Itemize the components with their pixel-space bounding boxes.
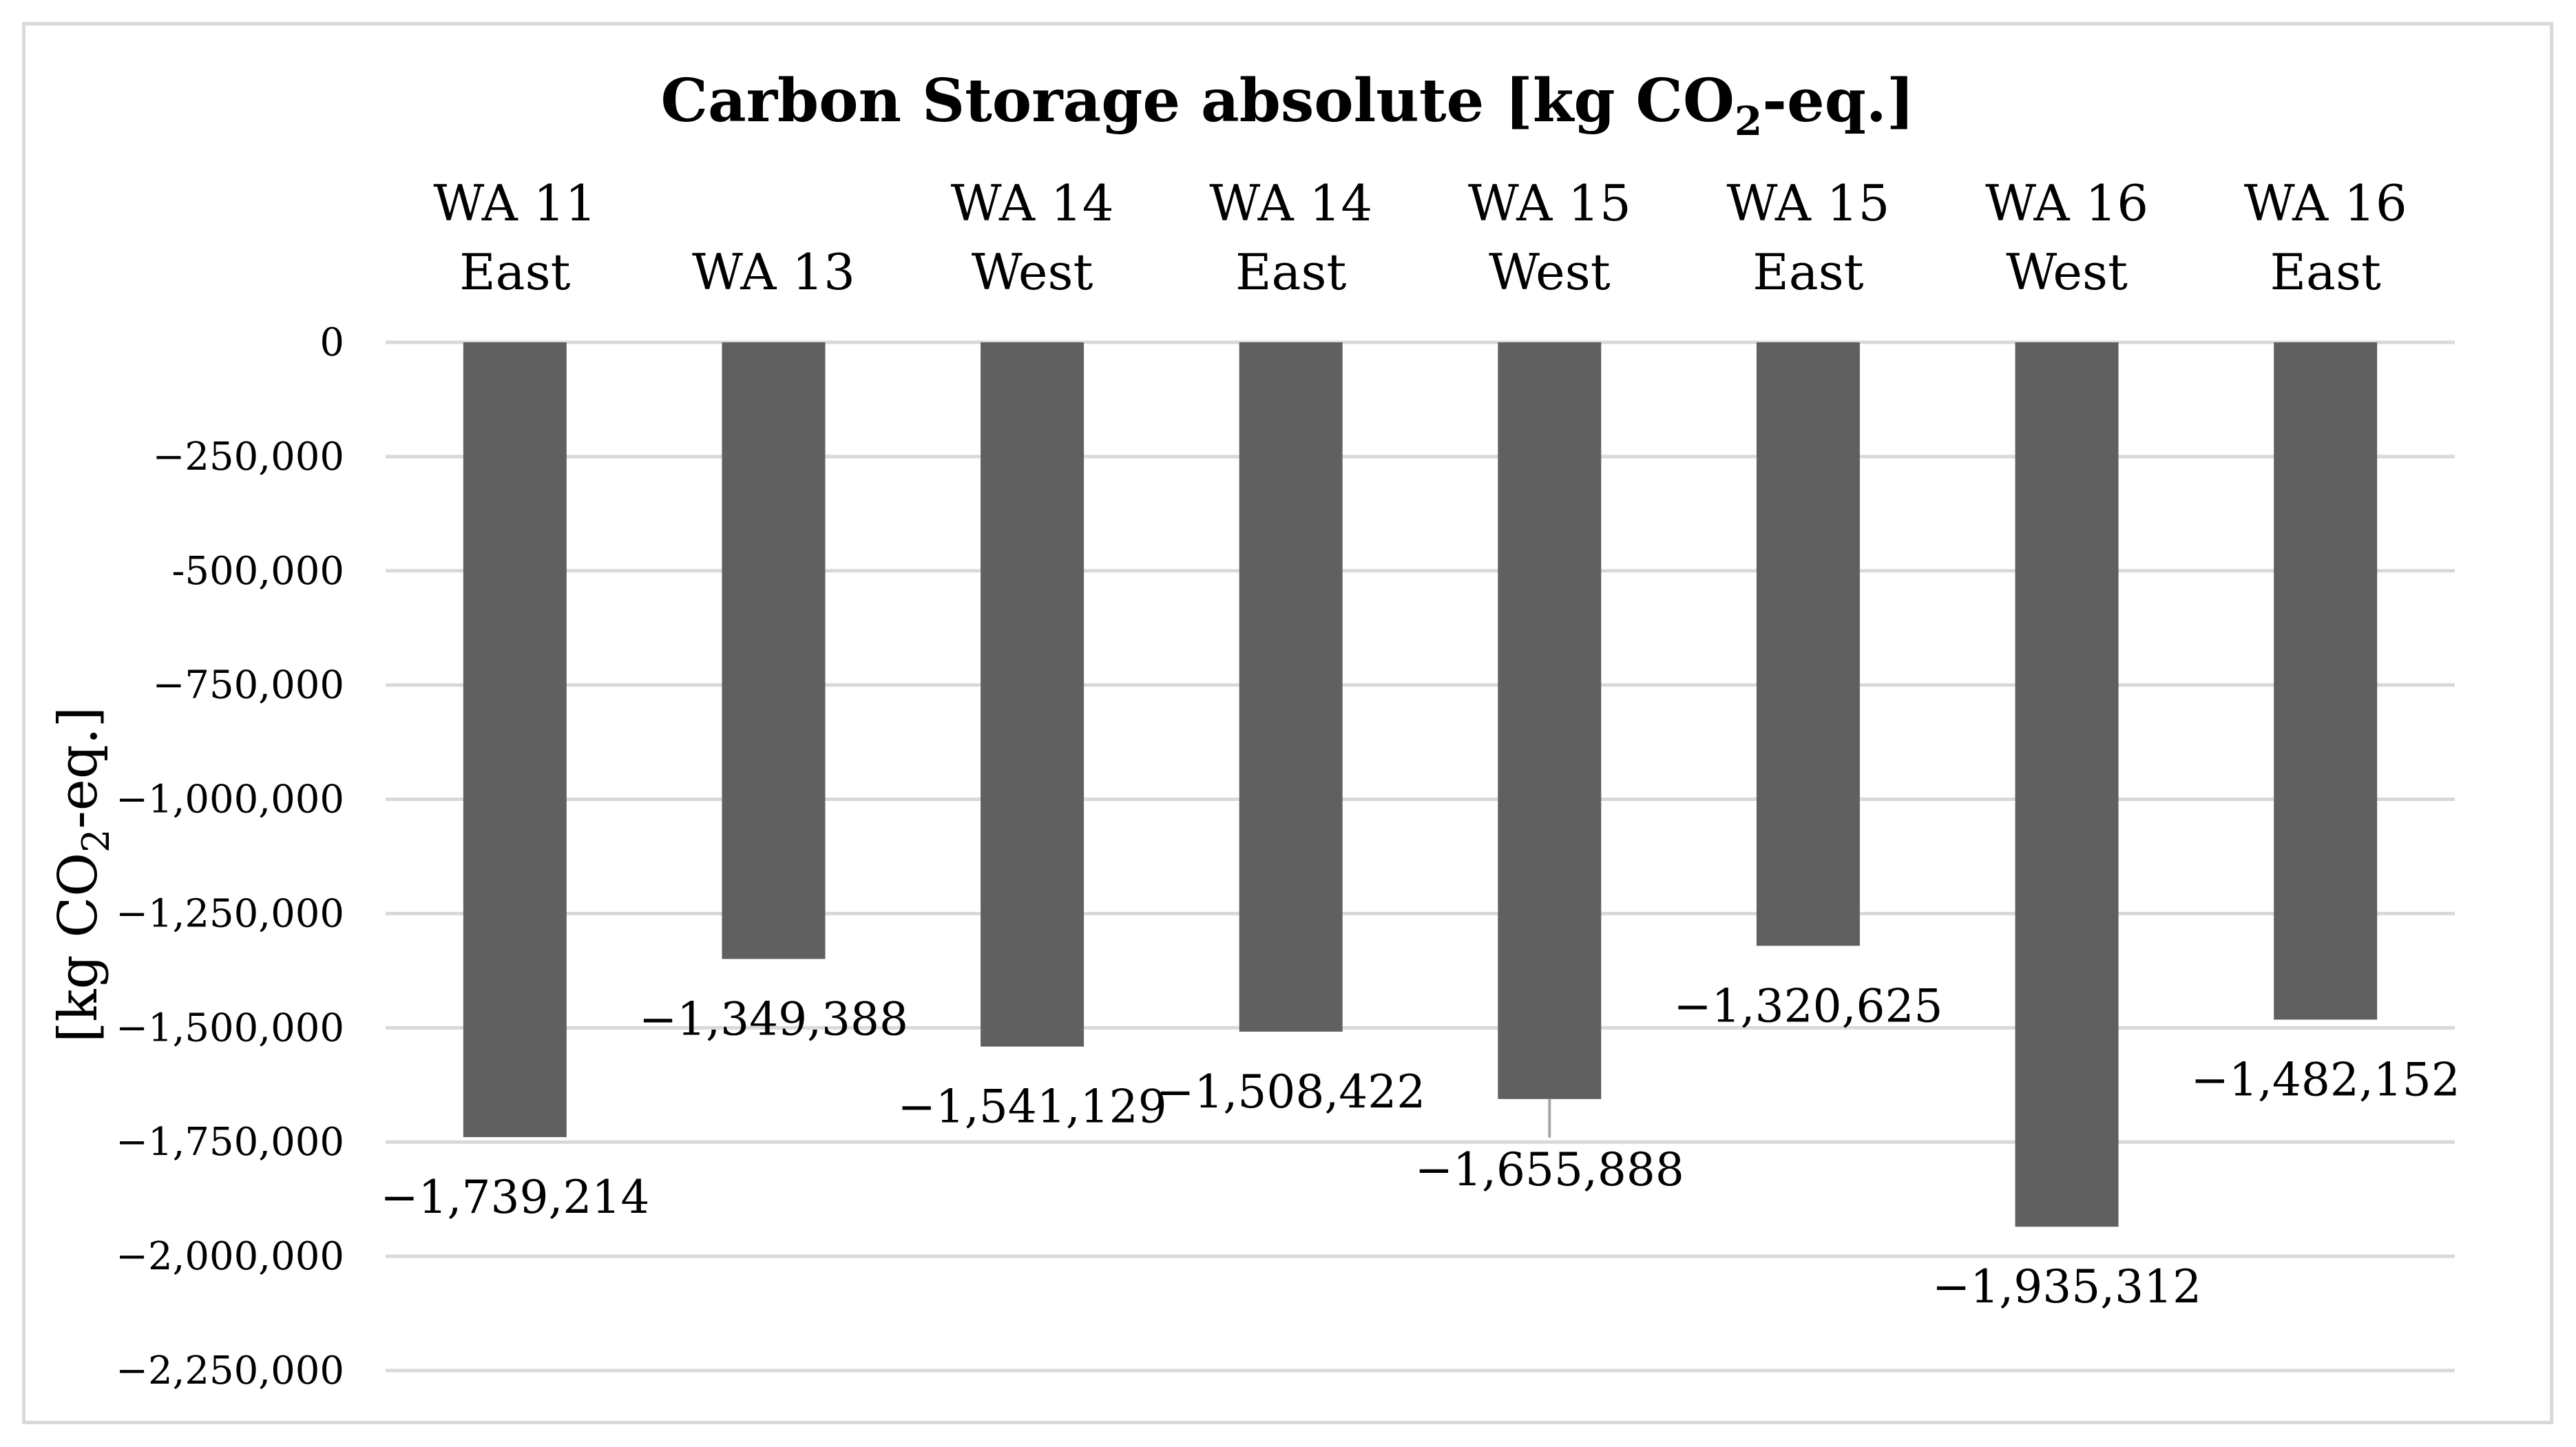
data-label: −1,482,152 (2191, 1053, 2460, 1106)
data-label: −1,655,888 (1415, 1143, 1684, 1196)
y-tick-label: −1,250,000 (116, 891, 344, 936)
category-label: WA 13 (692, 243, 855, 301)
bar (981, 342, 1085, 1047)
y-tick-label: −1,000,000 (116, 778, 344, 822)
category-label: WA 14 East (1209, 174, 1372, 301)
y-tick-label: −2,250,000 (116, 1349, 344, 1393)
category-label: WA 15 West (1468, 174, 1631, 301)
chart-title: Carbon Storage absolute [kg CO2-eq.] (661, 66, 1915, 145)
bar (2274, 342, 2378, 1020)
bar (1756, 342, 1860, 946)
bar (1239, 342, 1343, 1032)
data-label: −1,349,388 (639, 992, 908, 1045)
y-tick-label: −1,500,000 (116, 1006, 344, 1050)
y-tick-label: −2,000,000 (116, 1234, 344, 1279)
category-labels: WA 11 East WA 13 WA 14 West WA 14 East WA 15 Wes… (433, 174, 2407, 301)
y-axis-ticks: 0 −250,000 -500,000 −750,000 −1,000,000 −1,25… (116, 320, 344, 1393)
data-label: −1,935,312 (1932, 1260, 2201, 1313)
y-tick-label: −250,000 (153, 435, 345, 479)
category-label: WA 16 East (2244, 174, 2407, 301)
data-label: −1,508,422 (1156, 1065, 1425, 1118)
data-label: −1,320,625 (1673, 979, 1943, 1032)
bar (1498, 342, 1602, 1099)
y-axis-label: [kg CO2-eq.] (48, 707, 118, 1043)
bar (2015, 342, 2119, 1227)
category-label: WA 16 West (1985, 174, 2148, 301)
data-label: −1,739,214 (380, 1171, 649, 1224)
category-label: WA 14 West (951, 174, 1114, 301)
y-tick-label: −1,750,000 (116, 1120, 344, 1165)
category-label: WA 11 East (433, 174, 596, 301)
y-tick-label: -500,000 (172, 549, 345, 594)
bars (463, 342, 2378, 1227)
data-labels: −1,739,214 −1,349,388 −1,541,129−1,508,422… (380, 979, 2460, 1313)
bar (463, 342, 567, 1138)
data-label: −1,541,129 (897, 1081, 1166, 1134)
y-tick-label: −750,000 (153, 663, 345, 708)
gridlines (386, 340, 2455, 1373)
category-label: WA 15 East (1726, 174, 1889, 301)
y-tick-label: 0 (320, 320, 344, 365)
bar (722, 342, 826, 959)
